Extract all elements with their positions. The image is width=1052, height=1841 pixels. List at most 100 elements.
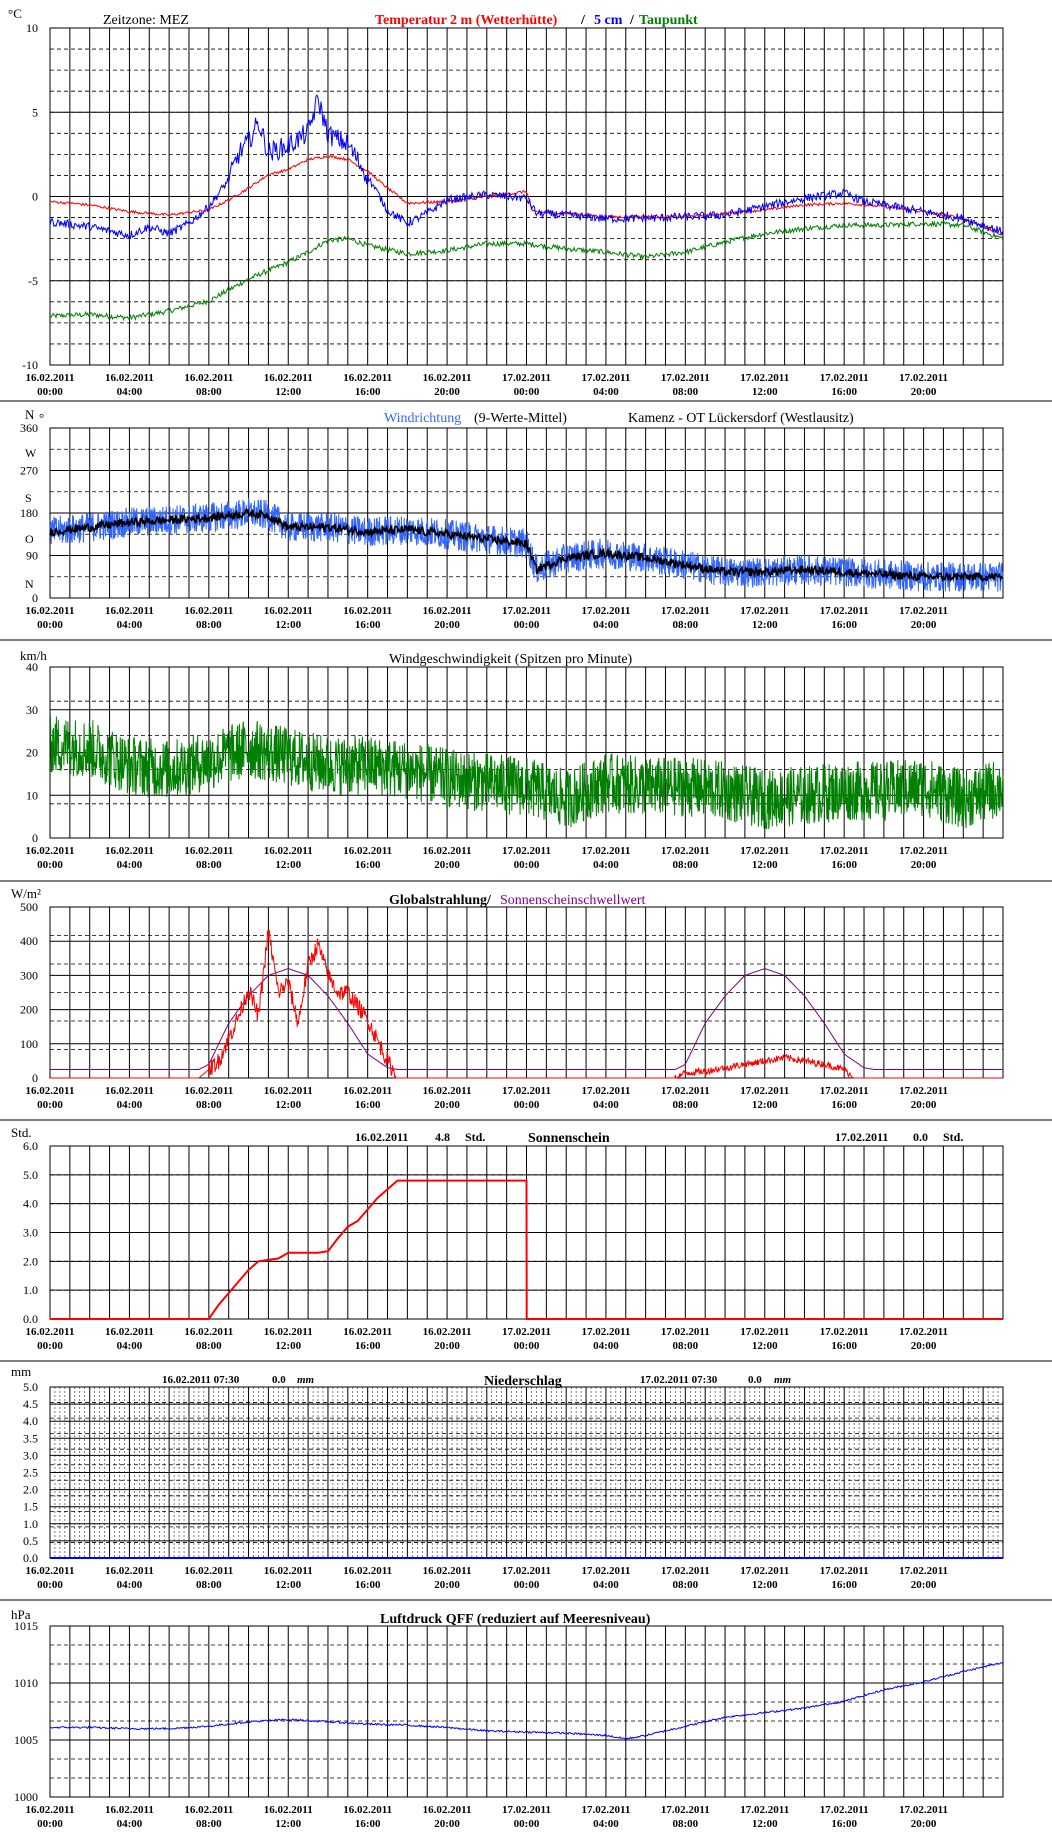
temperature-title-sep2: / <box>629 13 635 28</box>
y-tick-label: -5 <box>28 274 38 288</box>
x-tick-label: 17.02.2011 <box>899 1804 948 1816</box>
y-tick-label: 0.0 <box>23 1551 38 1565</box>
wind-speed-plot: 40302010016.02.201100:0016.02.201104:001… <box>26 660 1004 871</box>
x-tick-label: 16:00 <box>355 1340 381 1352</box>
x-tick-label: 04:00 <box>593 1340 619 1352</box>
wind-speed-title: Windgeschwindigkeit (Spitzen pro Minute) <box>389 652 633 667</box>
x-tick-label: 04:00 <box>117 1818 143 1830</box>
x-tick-label: 16:00 <box>355 1099 381 1111</box>
wind-speed-line <box>49 714 1004 830</box>
x-tick-label: 08:00 <box>196 1818 222 1830</box>
x-tick-label: 16.02.2011 <box>423 1804 472 1816</box>
x-tick-label: 16.02.2011 <box>264 1804 313 1816</box>
x-tick-label: 08:00 <box>196 386 222 398</box>
y-tick-label: 2.0 <box>23 1254 38 1268</box>
x-tick-label: 16.02.2011 <box>105 1326 154 1338</box>
x-tick-label: 17.02.2011 <box>820 372 869 384</box>
x-tick-label: 08:00 <box>672 1818 698 1830</box>
sunshine-day2-value: 0.0 <box>913 1130 928 1144</box>
x-tick-label: 16.02.2011 <box>105 1085 154 1097</box>
x-tick-label: 16.02.2011 <box>343 1804 392 1816</box>
x-tick-label: 16.02.2011 <box>184 1565 233 1577</box>
x-tick-label: 12:00 <box>275 1579 301 1591</box>
x-tick-label: 08:00 <box>196 1340 222 1352</box>
x-tick-label: 16:00 <box>831 1579 857 1591</box>
x-tick-label: 16.02.2011 <box>264 372 313 384</box>
y-tick-label: 400 <box>20 934 38 948</box>
precipitation-day2-unit: mm <box>774 1374 792 1386</box>
wind-direction-unit: N <box>25 407 35 422</box>
x-tick-label: 16.02.2011 <box>264 1326 313 1338</box>
x-tick-label: 04:00 <box>117 386 143 398</box>
x-tick-label: 08:00 <box>196 1579 222 1591</box>
x-tick-label: 00:00 <box>514 1579 540 1591</box>
temperature-plot: 1050-5-1016.02.201100:0016.02.201104:001… <box>22 21 1004 398</box>
x-tick-label: 08:00 <box>672 1099 698 1111</box>
x-tick-label: 17.02.2011 <box>820 845 869 857</box>
x-tick-label: 04:00 <box>593 859 619 871</box>
wind-direction-panel: N ° Windrichtung (9-Werte-Mittel) Kamenz… <box>20 407 1004 631</box>
y-tick-label: 0 <box>32 591 38 605</box>
x-tick-label: 00:00 <box>37 1818 63 1830</box>
x-tick-label: 00:00 <box>514 859 540 871</box>
x-tick-label: 12:00 <box>275 619 301 631</box>
y-tick-label: 40 <box>26 660 38 674</box>
x-tick-label: 16.02.2011 <box>105 1565 154 1577</box>
precipitation-plot: 5.04.54.03.53.02.52.01.51.00.50.016.02.2… <box>23 1380 1004 1591</box>
y-tick-label: 0 <box>32 190 38 204</box>
radiation-plot: 500400300200100016.02.201100:0016.02.201… <box>20 900 1004 1111</box>
temperature-title-sep: / <box>580 13 586 28</box>
temperature-title-dewpoint: Taupunkt <box>639 13 698 28</box>
x-tick-label: 17.02.2011 <box>740 1326 789 1338</box>
wind-direction-unit-deg: ° <box>39 410 44 425</box>
x-tick-label: 17.02.2011 <box>899 372 948 384</box>
x-tick-label: 17.02.2011 <box>581 605 630 617</box>
x-tick-label: 16.02.2011 <box>343 845 392 857</box>
x-tick-label: 16.02.2011 <box>423 372 472 384</box>
radiation-title: Globalstrahlung/ <box>389 893 492 908</box>
x-tick-label: 17.02.2011 <box>899 845 948 857</box>
x-tick-label: 16.02.2011 <box>343 1085 392 1097</box>
y-tick-label: 3.5 <box>23 1431 38 1445</box>
y-tick-label: 1015 <box>14 1619 38 1633</box>
x-tick-label: 16.02.2011 <box>423 845 472 857</box>
x-tick-label: 17.02.2011 <box>740 605 789 617</box>
x-tick-label: 17.02.2011 <box>820 605 869 617</box>
wind-direction-mean-line <box>49 506 1004 583</box>
y-tick-label: 2.0 <box>23 1483 38 1497</box>
x-tick-label: 04:00 <box>117 859 143 871</box>
x-tick-label: 04:00 <box>117 1579 143 1591</box>
pressure-unit: hPa <box>11 1607 31 1622</box>
y-tick-label: 0 <box>32 831 38 845</box>
radiation-panel: W/m² Globalstrahlung/ Sonnenscheinschwel… <box>11 886 1004 1111</box>
x-tick-label: 17.02.2011 <box>661 1565 710 1577</box>
x-tick-label: 20:00 <box>434 1099 460 1111</box>
x-tick-label: 16.02.2011 <box>343 1565 392 1577</box>
x-tick-label: 16.02.2011 <box>26 1804 75 1816</box>
x-tick-label: 20:00 <box>911 859 937 871</box>
x-tick-label: 16.02.2011 <box>105 845 154 857</box>
precipitation-day2-date: 17.02.2011 07:30 <box>640 1374 718 1386</box>
x-tick-label: 17.02.2011 <box>820 1565 869 1577</box>
x-tick-label: 16:00 <box>355 386 381 398</box>
x-tick-label: 17.02.2011 <box>661 1085 710 1097</box>
x-tick-label: 16:00 <box>831 1818 857 1830</box>
x-tick-label: 12:00 <box>752 386 778 398</box>
sunshine-unit: Std. <box>11 1125 32 1140</box>
x-tick-label: 20:00 <box>434 1340 460 1352</box>
x-tick-label: 17.02.2011 <box>581 1565 630 1577</box>
x-tick-label: 16.02.2011 <box>26 605 75 617</box>
x-tick-label: 17.02.2011 <box>740 845 789 857</box>
sunshine-threshold-title: Sonnenscheinschwellwert <box>500 893 646 908</box>
x-tick-label: 00:00 <box>37 619 63 631</box>
wind-direction-plot: 36027018090016.02.201100:0016.02.201104:… <box>20 421 1004 631</box>
x-tick-label: 17.02.2011 <box>820 1326 869 1338</box>
x-tick-label: 17.02.2011 <box>661 1804 710 1816</box>
x-tick-label: 16:00 <box>355 1579 381 1591</box>
x-tick-label: 16.02.2011 <box>105 1804 154 1816</box>
y-tick-label: 500 <box>20 900 38 914</box>
x-tick-label: 16.02.2011 <box>343 372 392 384</box>
x-tick-label: 17.02.2011 <box>740 1085 789 1097</box>
x-tick-label: 04:00 <box>117 619 143 631</box>
